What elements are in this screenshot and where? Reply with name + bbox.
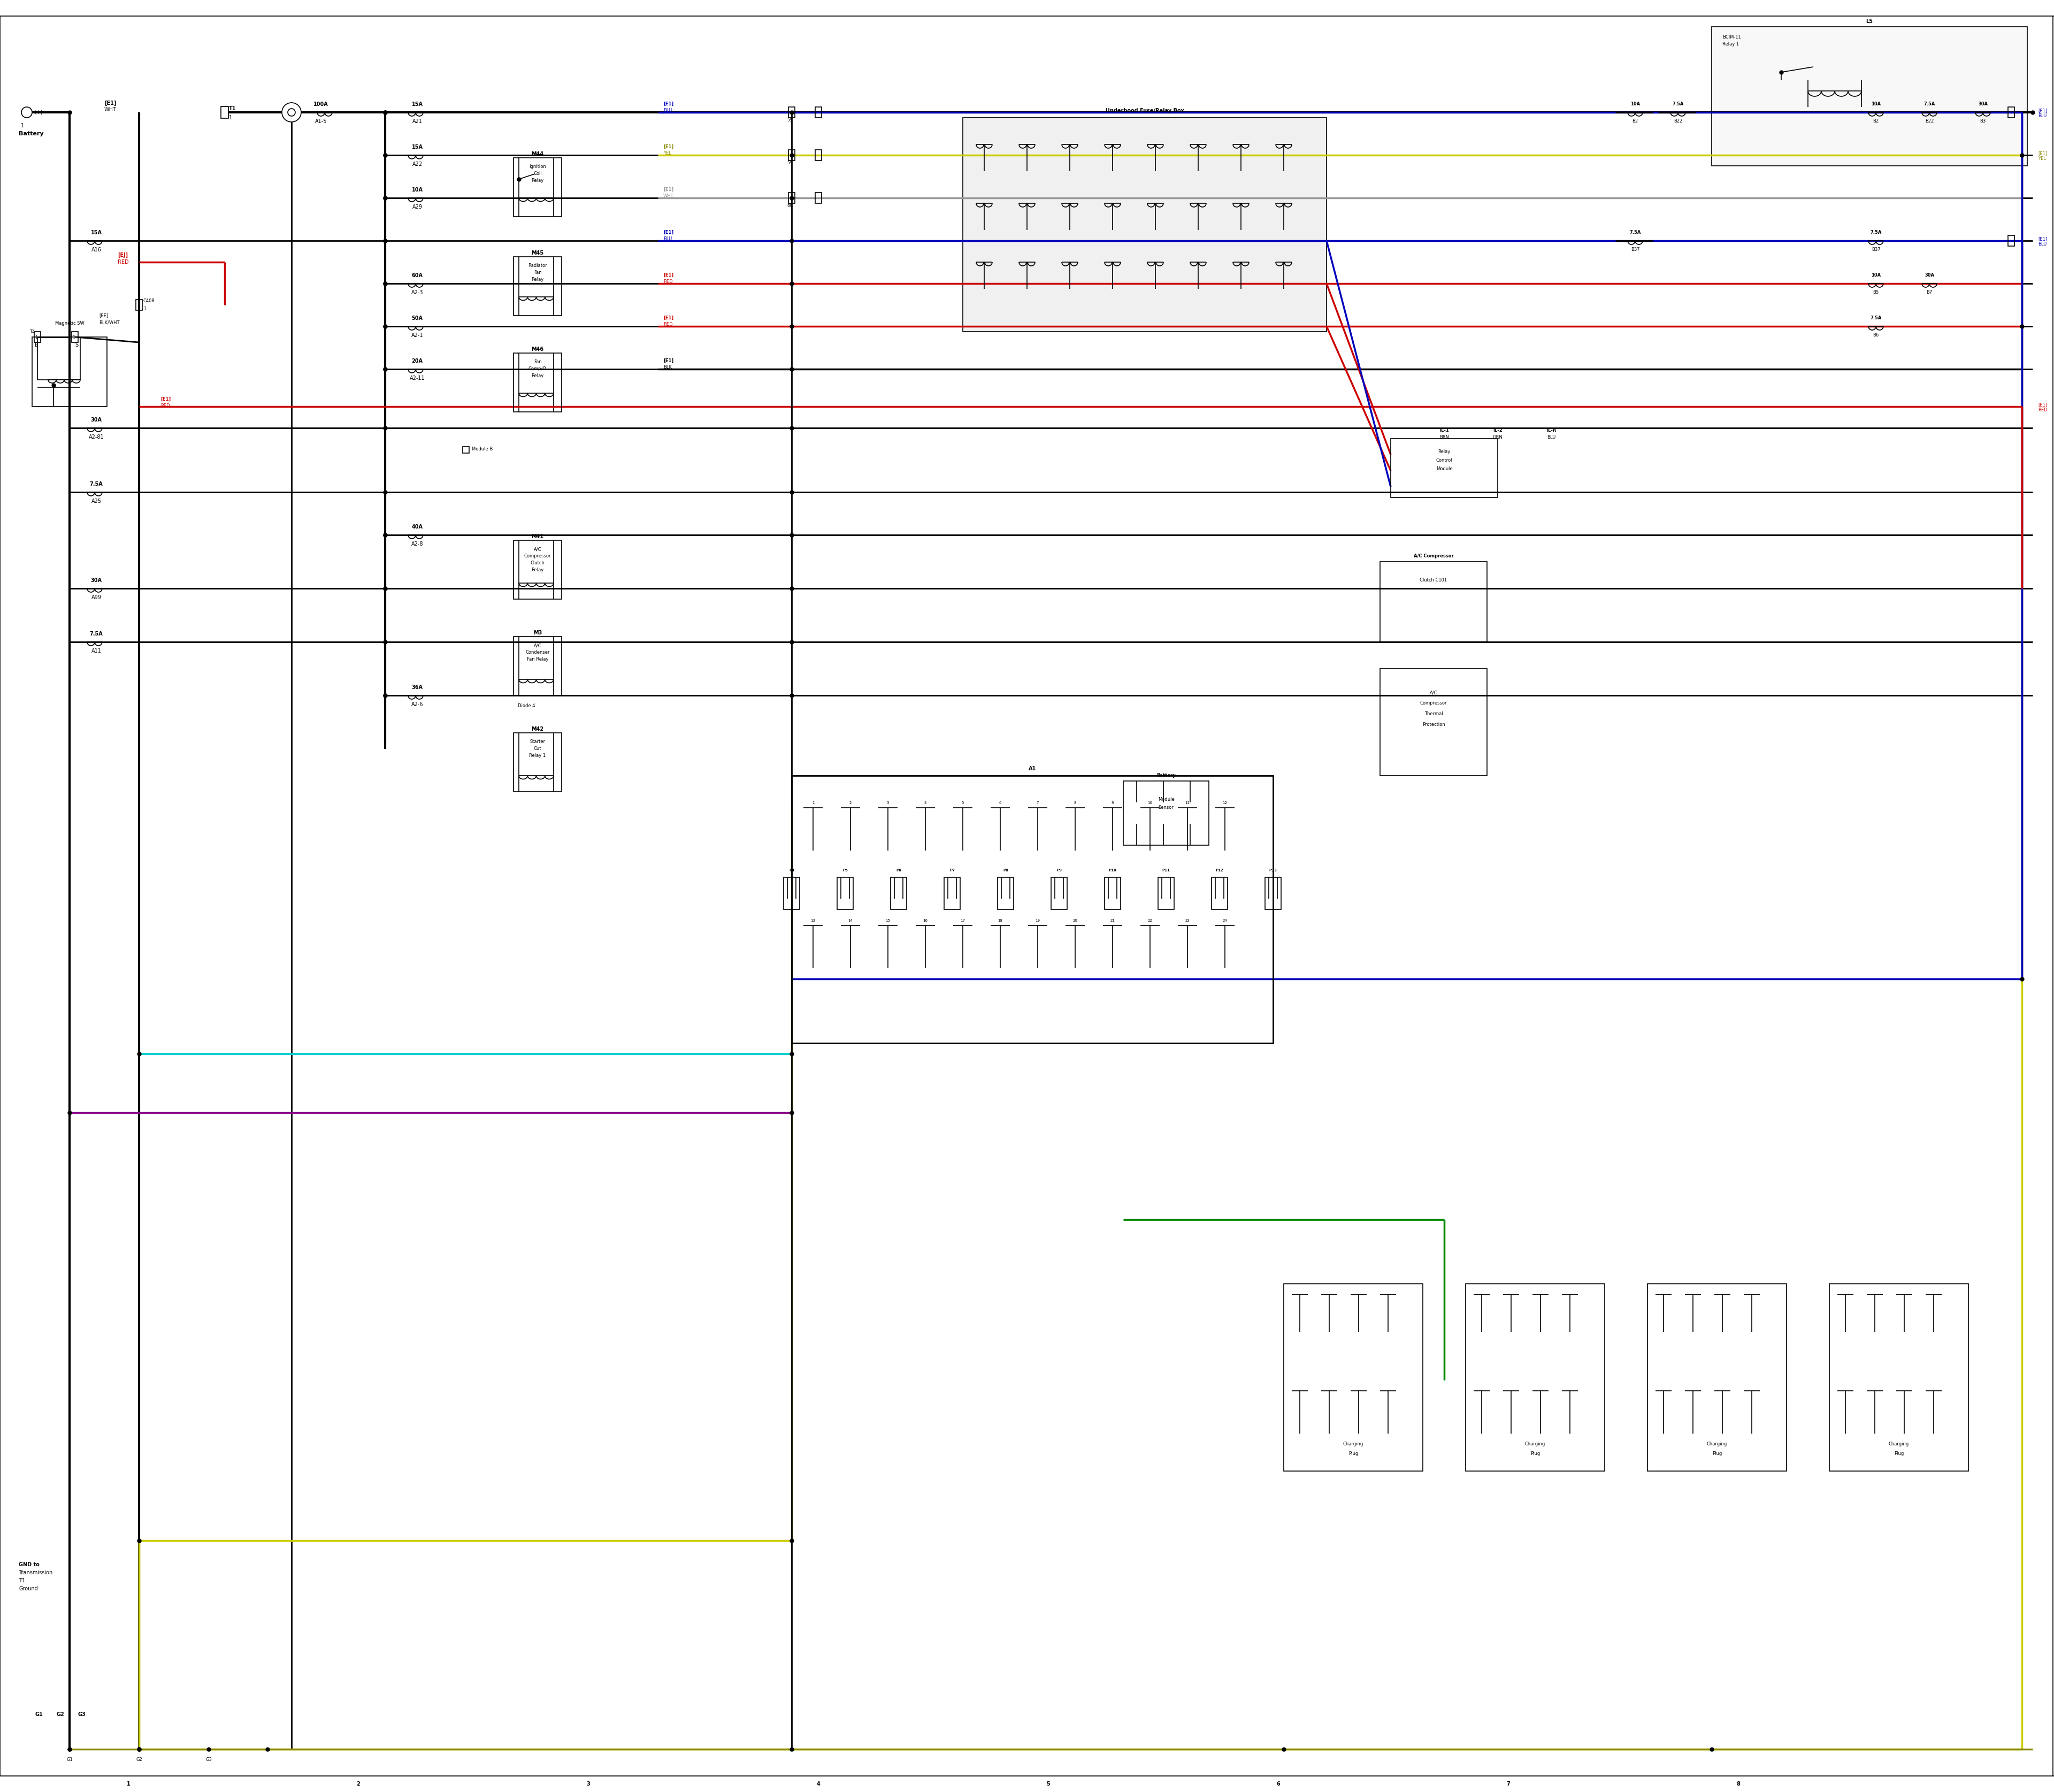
Text: 30A: 30A <box>90 577 103 582</box>
Text: [E1]: [E1] <box>105 100 117 106</box>
Text: 36A: 36A <box>411 685 423 690</box>
Text: Condenser: Condenser <box>526 650 550 654</box>
Text: A29: A29 <box>413 204 423 210</box>
Text: BLU: BLU <box>1547 435 1555 439</box>
Bar <box>1052 878 1068 909</box>
Text: [E1]: [E1] <box>663 145 674 149</box>
Bar <box>1467 1283 1604 1471</box>
Text: 20A: 20A <box>411 358 423 364</box>
Text: Fan: Fan <box>534 271 542 274</box>
Bar <box>963 118 1327 332</box>
Text: 15A: 15A <box>411 145 423 151</box>
Text: 8: 8 <box>1074 801 1076 805</box>
Text: (+): (+) <box>35 109 43 115</box>
Text: Thermal: Thermal <box>1423 711 1442 717</box>
Text: A1: A1 <box>1029 765 1035 771</box>
Bar <box>791 776 1273 1043</box>
Text: RED: RED <box>663 323 674 326</box>
Text: T1: T1 <box>18 1579 25 1584</box>
Text: Module B: Module B <box>472 446 493 452</box>
Text: A11: A11 <box>90 649 101 654</box>
Text: 7.5A: 7.5A <box>90 482 103 487</box>
Text: [E1]: [E1] <box>663 102 674 106</box>
Text: GND to: GND to <box>18 1563 39 1568</box>
Bar <box>514 256 561 315</box>
Text: 3: 3 <box>887 801 889 805</box>
Text: [E1]
BLU: [E1] BLU <box>2038 108 2048 118</box>
Bar <box>514 636 561 695</box>
Text: Charging: Charging <box>1888 1441 1908 1446</box>
Text: Clutch: Clutch <box>530 561 544 566</box>
Text: Relay: Relay <box>1438 450 1450 453</box>
Text: 8: 8 <box>1736 1781 1740 1787</box>
Text: A1-5: A1-5 <box>314 118 327 124</box>
Text: BCIM-11: BCIM-11 <box>1723 34 1742 39</box>
Text: 16: 16 <box>922 919 928 923</box>
Text: [E1]
RED: [E1] RED <box>2038 401 2048 412</box>
Text: 7.5A: 7.5A <box>1869 315 1881 321</box>
Text: RED: RED <box>160 403 170 409</box>
Bar <box>514 353 561 412</box>
Bar <box>1380 561 1487 642</box>
Text: G2: G2 <box>136 1758 142 1762</box>
Text: Diode 4: Diode 4 <box>518 704 536 708</box>
Bar <box>514 733 561 792</box>
Bar <box>1212 878 1228 909</box>
Text: M42: M42 <box>532 726 544 731</box>
Bar <box>514 539 561 599</box>
Text: Compressor: Compressor <box>1419 701 1446 706</box>
Text: 15A: 15A <box>90 229 103 235</box>
Text: Control: Control <box>1436 459 1452 462</box>
Text: P8: P8 <box>1002 869 1009 873</box>
Text: 1: 1 <box>127 1781 129 1787</box>
Text: Radiator: Radiator <box>528 263 546 269</box>
Bar <box>1124 781 1210 846</box>
Text: Transmission: Transmission <box>18 1570 53 1575</box>
Text: 11: 11 <box>1185 801 1189 805</box>
Text: P5: P5 <box>842 869 848 873</box>
Text: 7.5A: 7.5A <box>1672 102 1684 106</box>
Text: G2: G2 <box>55 1711 64 1717</box>
Text: 22: 22 <box>1148 919 1152 923</box>
Text: 10: 10 <box>1148 801 1152 805</box>
Text: B3: B3 <box>1980 118 1986 124</box>
Text: Starter: Starter <box>530 740 546 744</box>
Text: [E1]: [E1] <box>160 396 170 401</box>
Bar <box>1105 878 1121 909</box>
Text: A2-8: A2-8 <box>411 541 423 547</box>
Text: P12: P12 <box>1216 869 1224 873</box>
Text: B37: B37 <box>1871 247 1879 253</box>
Text: A/C: A/C <box>1430 690 1438 695</box>
Text: Sensor: Sensor <box>1158 805 1173 810</box>
Text: 19: 19 <box>1035 919 1039 923</box>
Text: Relay 1: Relay 1 <box>530 753 546 758</box>
Text: 30A: 30A <box>90 418 103 423</box>
Text: 59: 59 <box>787 161 793 165</box>
Text: Underhood Fuse/Relay Box: Underhood Fuse/Relay Box <box>1105 108 1183 113</box>
Text: A25: A25 <box>90 498 101 504</box>
Text: P9: P9 <box>1056 869 1062 873</box>
Text: P4: P4 <box>789 869 795 873</box>
Text: [EE]: [EE] <box>99 314 109 317</box>
Text: RED: RED <box>663 280 674 285</box>
Text: B2: B2 <box>1633 118 1639 124</box>
Text: M45: M45 <box>532 251 544 256</box>
Text: 17: 17 <box>961 919 965 923</box>
Text: Charging: Charging <box>1343 1441 1364 1446</box>
Text: M3: M3 <box>534 631 542 636</box>
Bar <box>1380 668 1487 776</box>
Text: Ignition: Ignition <box>530 165 546 168</box>
Text: Relay: Relay <box>532 373 544 378</box>
Text: P10: P10 <box>1109 869 1117 873</box>
Text: 5: 5 <box>961 801 963 805</box>
Text: A2-11: A2-11 <box>409 376 425 382</box>
Text: P6: P6 <box>896 869 902 873</box>
Bar <box>998 878 1013 909</box>
Circle shape <box>21 108 33 118</box>
Bar <box>1391 439 1497 498</box>
Text: M44: M44 <box>532 151 544 156</box>
Text: Compressor: Compressor <box>524 554 550 559</box>
Bar <box>815 192 822 202</box>
Text: L5: L5 <box>1865 18 1873 23</box>
Text: M41: M41 <box>532 534 544 539</box>
